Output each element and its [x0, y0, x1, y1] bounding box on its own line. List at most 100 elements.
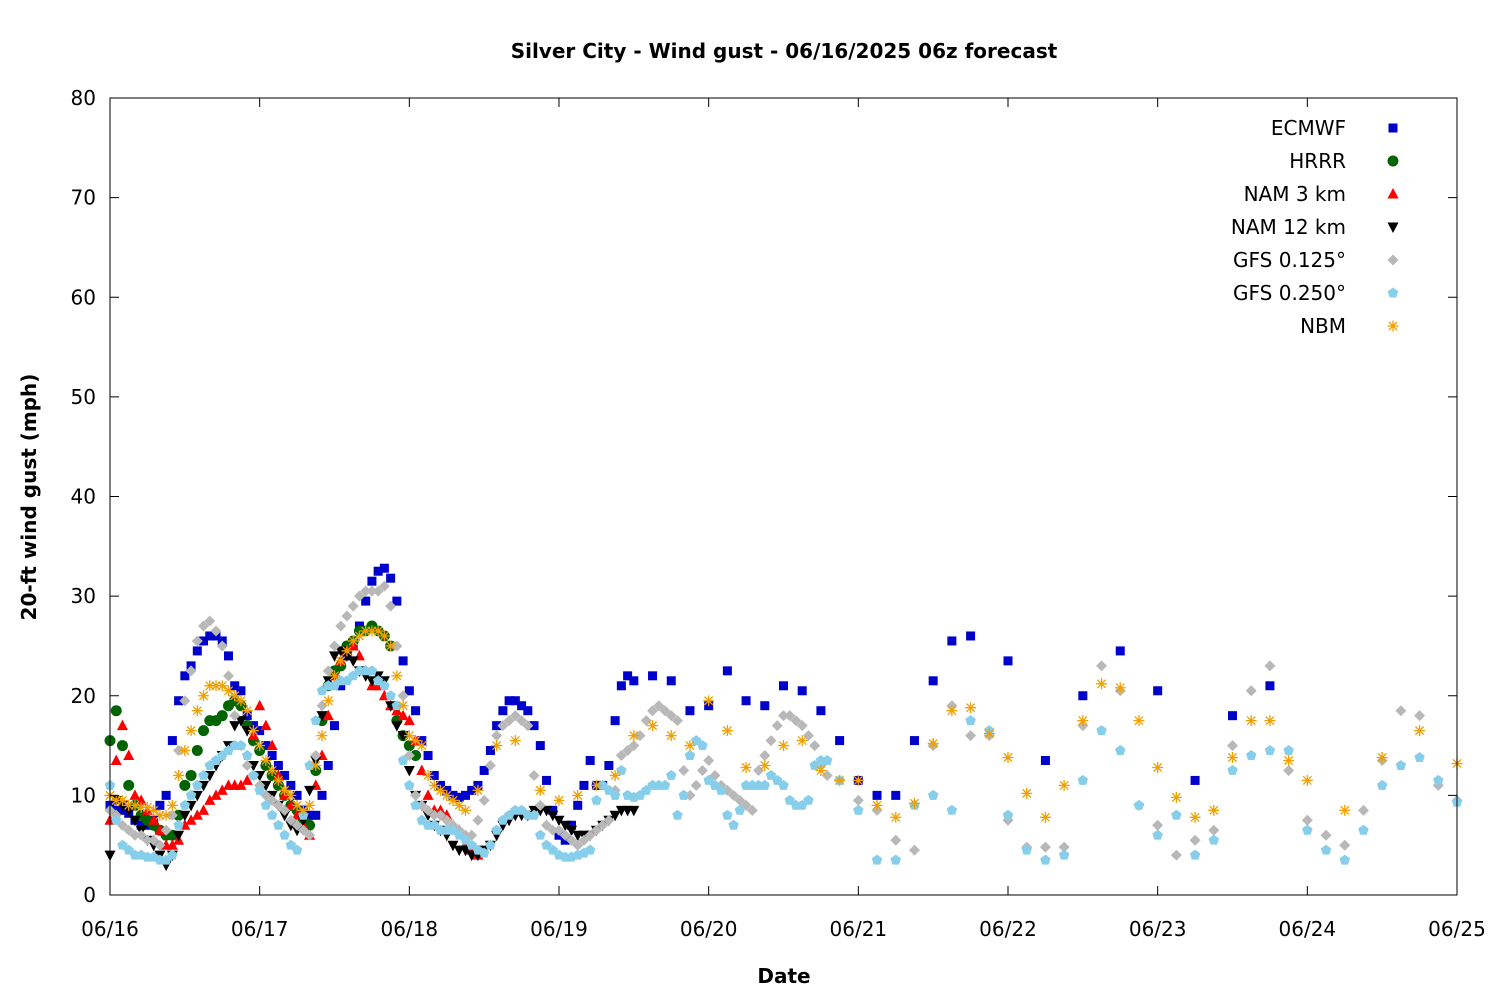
data-point	[129, 829, 141, 841]
data-point	[741, 696, 751, 706]
data-point	[291, 844, 303, 855]
legend-marker	[1387, 254, 1399, 266]
data-point	[547, 810, 559, 822]
data-point	[347, 600, 359, 612]
data-point	[478, 794, 490, 806]
data-point	[366, 625, 378, 637]
data-point	[504, 696, 514, 706]
data-point	[491, 730, 503, 742]
data-point	[1227, 764, 1238, 775]
data-point	[167, 849, 178, 860]
data-point	[322, 709, 334, 721]
data-point	[330, 721, 339, 731]
data-point	[236, 686, 246, 696]
x-tick-label: 06/24	[1279, 917, 1337, 941]
data-point	[410, 789, 422, 801]
data-point	[391, 721, 403, 732]
data-point	[204, 680, 216, 692]
data-point	[584, 844, 596, 855]
data-point	[141, 801, 153, 813]
data-point	[522, 720, 534, 732]
data-point	[261, 741, 271, 751]
data-point	[372, 625, 384, 637]
data-point	[422, 769, 434, 781]
data-point	[1208, 804, 1220, 816]
data-point	[179, 799, 191, 810]
data-point	[198, 769, 209, 780]
data-point	[1228, 711, 1237, 721]
data-point	[790, 715, 802, 727]
data-point	[235, 740, 247, 751]
data-point	[535, 741, 545, 751]
data-point	[834, 774, 846, 786]
data-point	[322, 665, 334, 677]
data-point	[185, 665, 197, 677]
data-point	[746, 804, 758, 816]
data-point	[871, 799, 883, 811]
data-point	[778, 710, 789, 722]
data-point	[815, 764, 827, 776]
data-point	[1114, 682, 1126, 694]
data-point	[559, 820, 571, 832]
data-point	[110, 705, 122, 717]
x-tick-label: 06/20	[680, 917, 738, 941]
data-point	[479, 765, 489, 775]
data-point	[1414, 752, 1425, 762]
data-point	[198, 620, 210, 632]
data-point	[155, 800, 165, 810]
data-point	[392, 596, 402, 606]
data-point	[802, 730, 814, 742]
data-point	[1170, 791, 1182, 803]
data-point	[722, 666, 732, 676]
data-point	[534, 784, 546, 796]
data-point	[1021, 787, 1033, 799]
data-point	[491, 740, 503, 752]
data-point	[685, 706, 695, 716]
legend-item: NBM	[1300, 314, 1399, 338]
data-point	[336, 681, 346, 691]
data-point	[179, 779, 191, 791]
data-point	[516, 804, 527, 815]
data-point	[648, 671, 658, 681]
data-point	[304, 785, 316, 797]
data-point	[273, 760, 283, 770]
data-point	[366, 585, 378, 597]
data-point	[403, 765, 415, 777]
data-point	[447, 824, 459, 835]
data-point	[666, 769, 677, 780]
data-point	[1433, 774, 1444, 785]
data-point	[266, 764, 278, 776]
data-point	[778, 779, 789, 790]
data-point	[397, 731, 409, 742]
data-point	[447, 840, 459, 852]
data-point	[204, 615, 216, 627]
data-point	[310, 750, 322, 762]
data-point	[1058, 841, 1070, 853]
data-point	[254, 740, 266, 752]
data-point	[1339, 839, 1351, 851]
data-point	[1339, 854, 1350, 865]
x-tick-label: 06/21	[830, 917, 888, 941]
legend-label: NAM 12 km	[1231, 215, 1346, 239]
data-point	[403, 714, 415, 726]
data-point	[591, 794, 602, 805]
data-point	[498, 706, 508, 716]
data-point	[379, 680, 390, 691]
data-point	[123, 749, 135, 761]
data-point	[1153, 686, 1163, 696]
data-point	[610, 716, 620, 726]
data-point	[1264, 745, 1276, 755]
data-point	[222, 670, 234, 682]
data-point	[335, 620, 347, 632]
legend-marker	[1387, 155, 1399, 167]
data-point	[453, 799, 465, 811]
data-point	[410, 799, 421, 810]
data-point	[628, 805, 640, 817]
data-point	[279, 829, 290, 840]
data-point	[529, 721, 539, 731]
data-point	[123, 824, 135, 836]
data-point	[585, 756, 595, 766]
data-point	[1021, 844, 1032, 855]
data-point	[148, 804, 160, 816]
data-point	[385, 640, 397, 652]
